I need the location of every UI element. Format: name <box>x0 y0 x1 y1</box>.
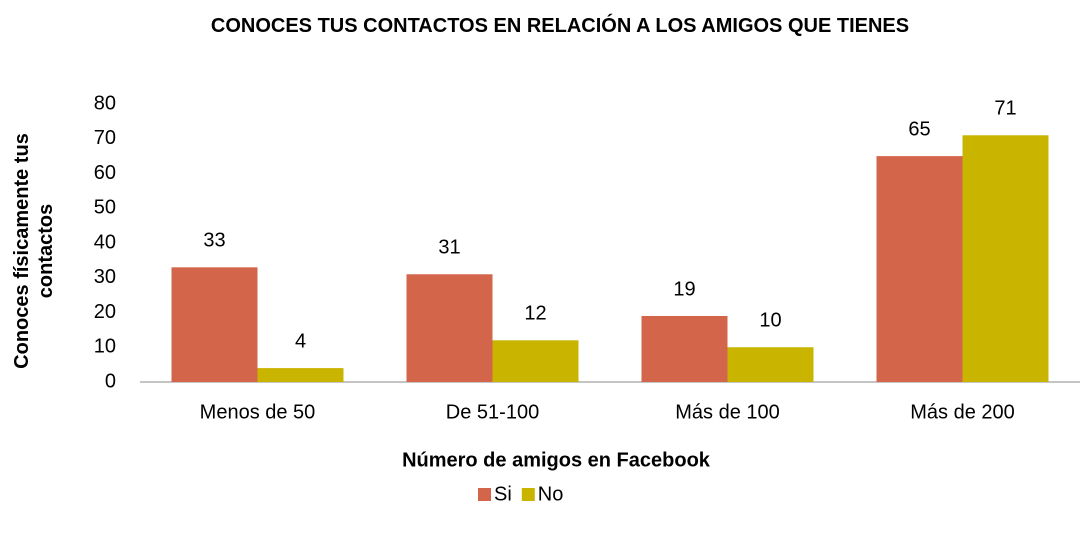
y-tick-label: 30 <box>94 266 116 288</box>
x-tick-label: Más de 200 <box>910 401 1015 423</box>
bar <box>876 156 963 382</box>
bar <box>962 135 1049 382</box>
x-axis-label: Número de amigos en Facebook <box>402 449 711 471</box>
y-tick-label: 70 <box>94 127 116 149</box>
data-label: 65 <box>908 118 930 140</box>
x-tick-label: Menos de 50 <box>200 401 316 423</box>
legend-label: Si <box>494 483 512 505</box>
data-label: 4 <box>295 330 306 352</box>
bar <box>492 340 579 382</box>
x-tick-label: Más de 100 <box>675 401 780 423</box>
y-tick-label: 60 <box>94 162 116 184</box>
y-tick-label: 10 <box>94 336 116 358</box>
y-tick-label: 80 <box>94 92 116 114</box>
data-label: 19 <box>673 278 695 300</box>
bar <box>641 315 728 382</box>
data-label: 10 <box>759 310 781 332</box>
legend-swatch <box>521 488 535 501</box>
chart-title: CONOCES TUS CONTACTOS EN RELACIÓN A LOS … <box>210 15 910 37</box>
legend-label: No <box>538 483 564 505</box>
bar <box>171 267 258 382</box>
y-tick-label: 0 <box>105 370 116 392</box>
legend-swatch <box>478 488 491 501</box>
y-tick-label: 50 <box>94 197 116 219</box>
data-label: 33 <box>203 230 225 252</box>
data-label: 71 <box>994 98 1016 120</box>
bar <box>406 274 493 382</box>
bar <box>257 368 344 382</box>
y-tick-label: 20 <box>94 301 116 323</box>
x-tick-label: De 51-100 <box>446 401 539 423</box>
data-label: 31 <box>438 237 460 259</box>
data-label: 12 <box>524 303 546 325</box>
bar <box>727 347 814 382</box>
y-tick-label: 40 <box>94 231 116 253</box>
